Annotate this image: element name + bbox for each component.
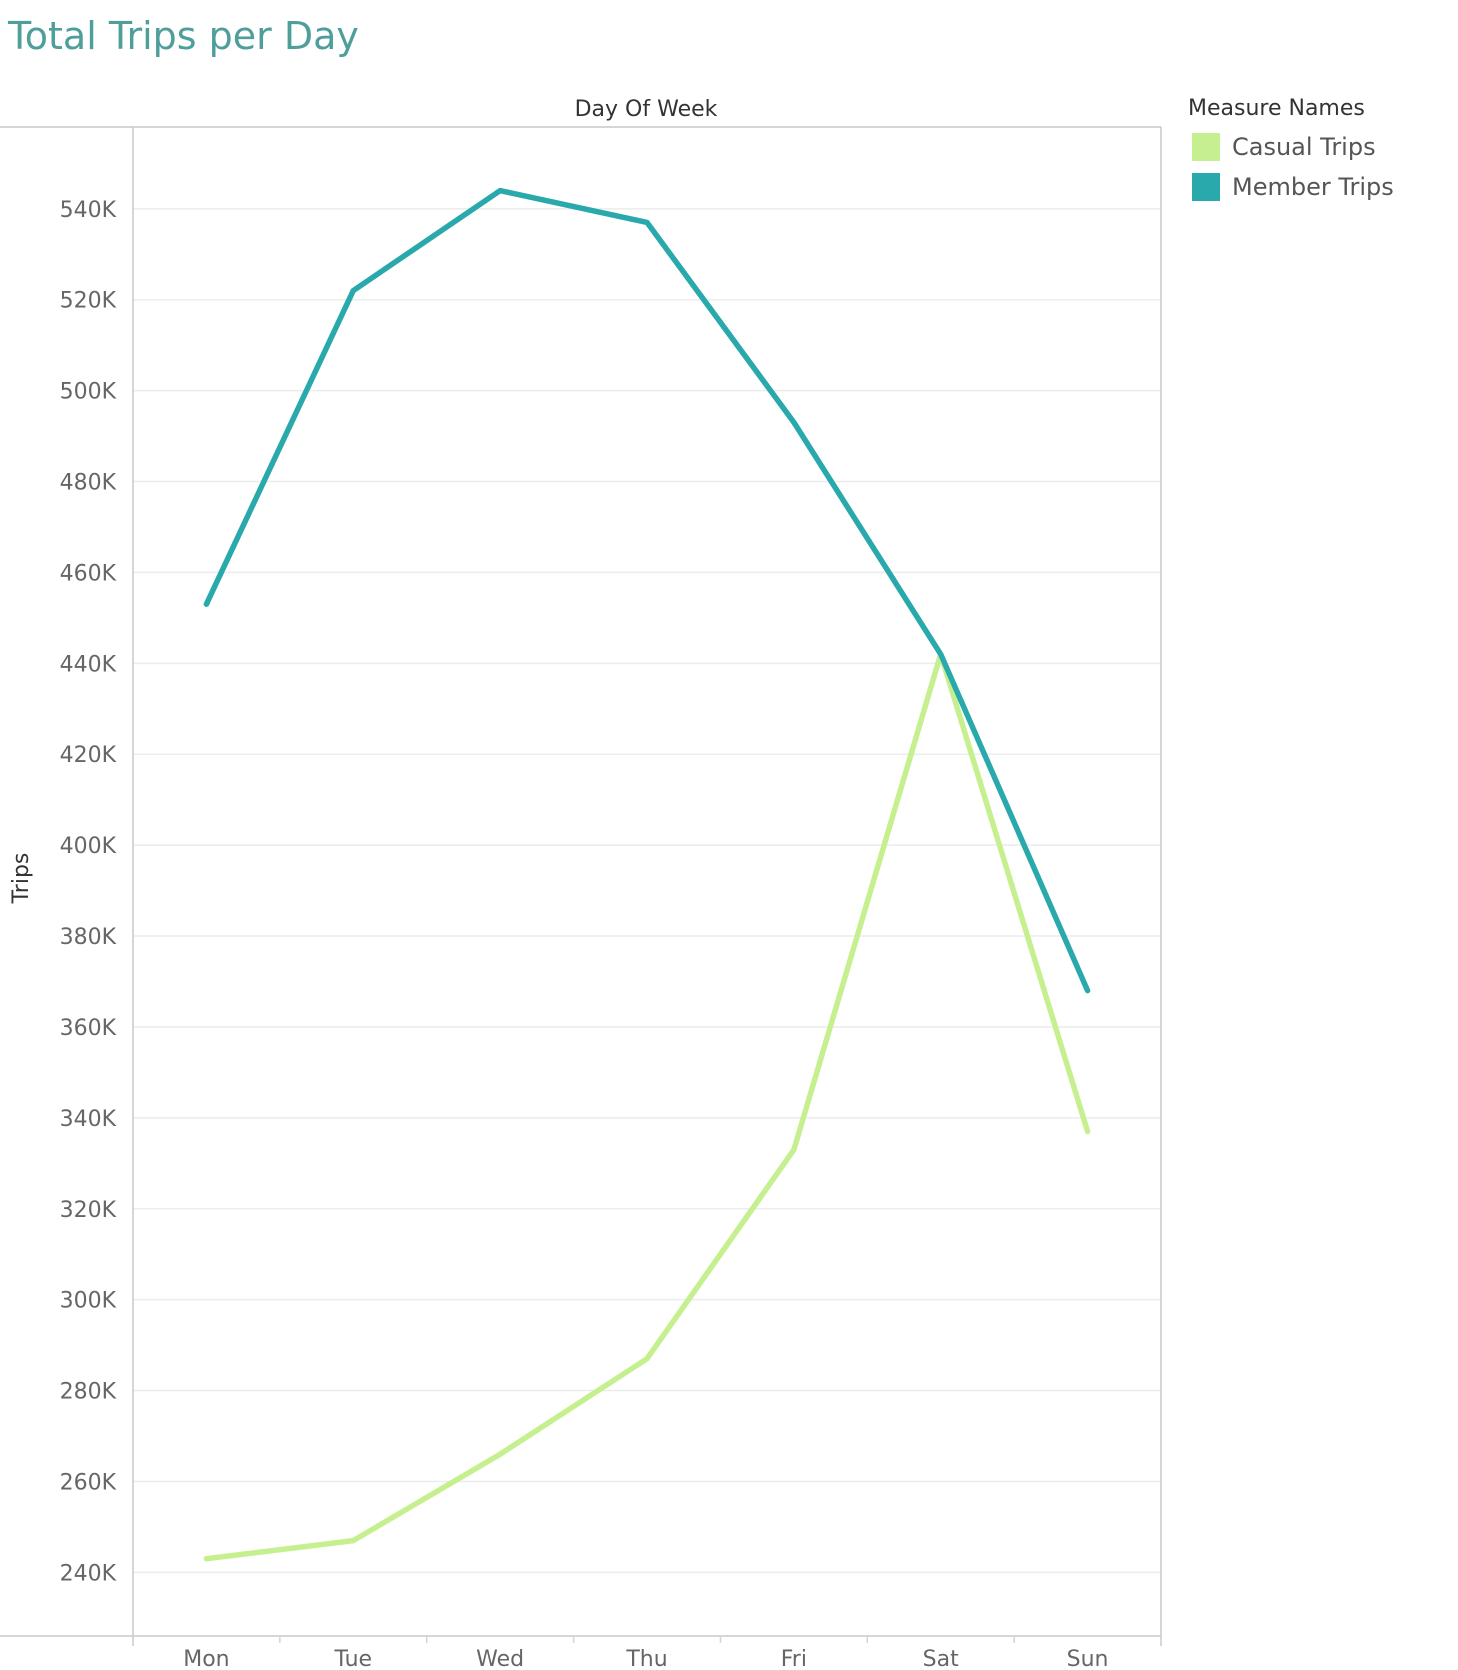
x-tick-label-wed: Wed [476, 1647, 524, 1670]
x-tick-label-tue: Tue [333, 1647, 372, 1670]
y-tick-label-380k: 380K [60, 925, 117, 950]
legend-swatch-member-trips [1192, 173, 1220, 201]
x-tick-label-mon: Mon [183, 1647, 229, 1670]
chart-title: Total Trips per Day [8, 14, 359, 58]
legend-swatch-casual-trips [1192, 133, 1220, 161]
y-axis-title: Trips [9, 853, 34, 905]
grid-lines [133, 208, 1161, 1574]
y-tick-label-460k: 460K [60, 561, 117, 586]
series-line-casual-trips[interactable] [203, 651, 1091, 1562]
y-tick-label-540k: 540K [60, 198, 117, 223]
y-tick-label-420k: 420K [60, 743, 117, 768]
y-tick-label-300k: 300K [60, 1289, 117, 1314]
x-tick-label-sun: Sun [1067, 1647, 1109, 1670]
legend-item-member-trips[interactable]: Member Trips [1188, 167, 1394, 207]
x-tick-label-fri: Fri [781, 1647, 807, 1670]
y-tick-label-240k: 240K [60, 1561, 117, 1586]
y-tick-label-340k: 340K [60, 1107, 117, 1132]
y-tick-label-500k: 500K [60, 380, 117, 405]
x-axis-title: Day Of Week [575, 97, 718, 122]
legend-label-member-trips: Member Trips [1232, 173, 1394, 201]
series-lines [203, 187, 1091, 1562]
legend-title: Measure Names [1188, 96, 1365, 121]
x-axis-ticks: Mon Tue Wed Thu Fri Sat Sun [132, 1636, 1162, 1670]
plot-frame [0, 126, 1162, 1646]
y-tick-label-480k: 480K [60, 471, 117, 496]
legend: Measure Names Casual Trips Member Trips [1188, 96, 1394, 207]
y-tick-label-520k: 520K [60, 289, 117, 314]
y-axis-ticks: 240K 260K 280K 300K 320K 340K 360K 380K 400K 420K… [60, 198, 117, 1587]
legend-label-casual-trips: Casual Trips [1232, 133, 1376, 161]
y-tick-label-280k: 280K [60, 1380, 117, 1405]
y-tick-label-400k: 400K [60, 834, 117, 859]
y-tick-label-440k: 440K [60, 652, 117, 677]
legend-item-casual-trips[interactable]: Casual Trips [1188, 127, 1394, 167]
x-tick-label-sat: Sat [923, 1647, 959, 1670]
y-tick-label-360k: 360K [60, 1016, 117, 1041]
series-line-member-trips[interactable] [203, 187, 1091, 994]
y-tick-label-320k: 320K [60, 1198, 117, 1223]
y-tick-label-260k: 260K [60, 1470, 117, 1495]
x-tick-label-thu: Thu [625, 1647, 667, 1670]
